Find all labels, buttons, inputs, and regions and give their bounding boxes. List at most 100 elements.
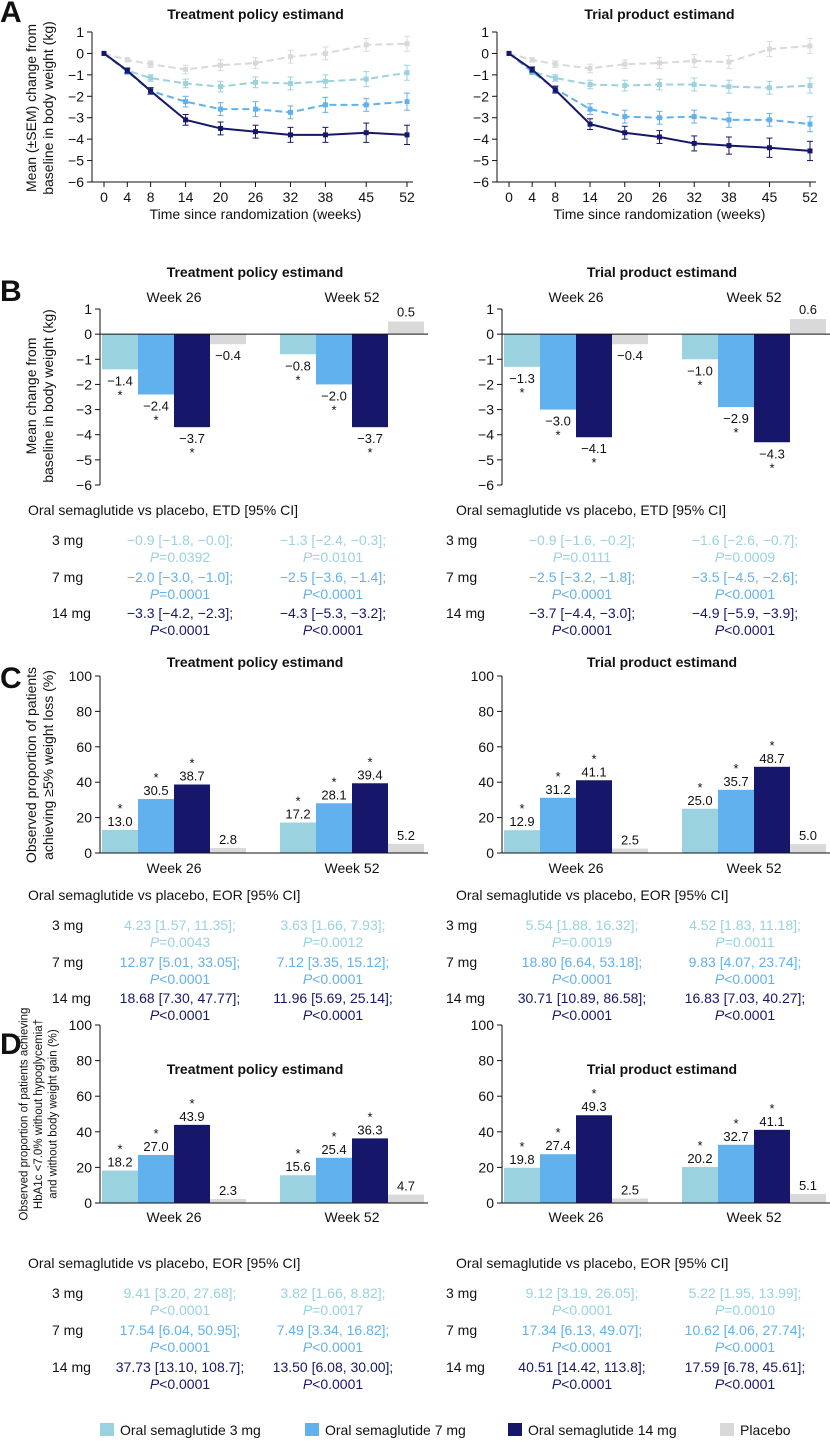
p-letter: P [303, 1302, 313, 1318]
a-trial-data-point [587, 121, 593, 127]
p-letter: P [715, 1302, 725, 1318]
a-treatment-y-tick-label: −1 [68, 67, 84, 83]
b-p-value: P<0.0001 [715, 586, 776, 602]
c-trial-value-label: 25.0 [687, 793, 712, 808]
a-trial-y-tick-label: −6 [473, 174, 489, 190]
c-p-value: P<0.0001 [150, 971, 211, 987]
b-trial-value-label: 0.6 [799, 302, 817, 317]
a-trial-data-point [657, 115, 662, 121]
c-dose-label: 7 mg [446, 954, 477, 970]
d-trial-value-label: 20.2 [687, 1151, 712, 1166]
c-p-value: P=0.0043 [150, 934, 211, 950]
a-treatment-x-tick-label: 45 [358, 189, 374, 205]
b-stats-header: Oral semaglutide vs placebo, ETD [95% CI… [28, 502, 298, 518]
c-ci-value: 18.80 [6.64, 53.18]; [522, 954, 643, 970]
c-trial-significance-star: * [591, 751, 596, 766]
b-ci-value: −3.5 [−4.5, −2.6]; [692, 569, 798, 585]
c-treatment-group-label: Week 52 [325, 860, 380, 876]
a-trial-data-point [622, 130, 628, 136]
c-trial-bar-mg14 [576, 780, 612, 853]
p-text: =0.0010 [724, 1302, 775, 1318]
d-ci-value: 3.82 [1.66, 8.82]; [280, 1285, 385, 1301]
a-trial-y-tick-label: −1 [473, 67, 489, 83]
a-trial-x-tick-label: 14 [582, 189, 598, 205]
b-ci-value: −1.6 [−2.6, −0.7]; [692, 532, 798, 548]
a-trial-data-point [657, 134, 662, 140]
c-treatment-bar-mg7 [316, 803, 352, 853]
a-treatment-data-point [363, 42, 369, 48]
a-trial-data-point [587, 65, 593, 71]
c-p-value: P=0.0019 [552, 934, 613, 950]
a-trial-x-tick-label: 4 [528, 189, 536, 205]
b-trial-y-tick-label: −6 [478, 477, 494, 493]
p-letter: P [715, 622, 725, 638]
c-treatment-y-tick-label: 80 [76, 703, 92, 719]
b-trial-value-label: −3.0 [545, 414, 571, 429]
d-treatment-significance-star: * [117, 1142, 122, 1157]
b-ci-value: −1.3 [−2.4, −0.3]; [280, 532, 386, 548]
a-trial-series-mg14 [506, 50, 813, 162]
a-y-axis-label: Mean (±SEM) change from baseline in body … [23, 21, 56, 195]
d-p-value: P<0.0001 [552, 1339, 613, 1355]
c-trial-value-label: 5.0 [799, 828, 817, 843]
b-treatment-bar-placebo [210, 334, 246, 345]
a-treatment-x-tick-label: 8 [147, 189, 155, 205]
d-p-value: P<0.0001 [552, 1302, 613, 1318]
b-trial-bar-placebo [612, 334, 648, 345]
b-dose-label: 7 mg [52, 569, 83, 585]
a-treatment-series-line-placebo [103, 42, 408, 71]
c-trial-significance-star: * [697, 780, 702, 795]
d-treatment-value-label: 43.9 [179, 1109, 204, 1124]
p-text: =0.0392 [159, 549, 210, 565]
d-ci-value: 17.54 [6.04, 50.95]; [120, 1322, 241, 1338]
c-treatment-significance-star: * [117, 801, 122, 816]
a-treatment-data-point [322, 78, 328, 84]
d-trial-y-tick-label: 20 [478, 1159, 494, 1175]
b-stats-header: Oral semaglutide vs placebo, ETD [95% CI… [456, 502, 726, 518]
b-trial-y-tick-label: −4 [478, 427, 494, 443]
d-treatment-y-tick-label: 40 [76, 1124, 92, 1140]
d-trial-value-label: 2.5 [621, 1183, 639, 1198]
c-trial-bar-mg3 [504, 830, 540, 853]
b-trial-bar-mg14 [754, 334, 790, 443]
b-trial-y-tick-label: 1 [486, 301, 494, 317]
b-treatment-significance-star: * [117, 387, 122, 402]
c-treatment-significance-star: * [153, 770, 158, 785]
b-p-value: P<0.0001 [715, 622, 776, 638]
c-ci-value: 7.12 [3.35, 15.12]; [277, 954, 390, 970]
a-trial-data-point [529, 67, 535, 72]
d-ci-value: 9.41 [3.20, 27.68]; [124, 1285, 237, 1301]
c-p-value: P<0.0001 [715, 1007, 776, 1023]
a-y-axis-label-line: baseline in body weight (kg) [40, 21, 56, 195]
b-trial-y-tick-label: 0 [486, 326, 494, 342]
b-p-value: P<0.0001 [303, 622, 364, 638]
c-treatment-bar-mg14 [352, 783, 388, 853]
b-treatment-bar-mg3 [102, 334, 138, 370]
d-trial-bar-mg3 [504, 1167, 540, 1203]
b-p-value: P<0.0001 [150, 622, 211, 638]
b-y-axis-label: Mean change from baseline in body weight … [23, 309, 56, 483]
b-treatment-bar-mg7 [138, 334, 174, 395]
a-treatment-data-point [183, 117, 189, 123]
b-treatment-group-label: Week 52 [325, 289, 380, 305]
p-letter: P [552, 971, 562, 987]
c-ci-value: 4.23 [1.57, 11.35]; [124, 917, 236, 933]
c-ci-value: 12.87 [5.01, 33.05]; [120, 954, 241, 970]
p-letter: P [552, 1302, 562, 1318]
d-dose-label: 14 mg [446, 1359, 485, 1375]
a-treatment-data-point [148, 61, 154, 67]
b-treatment-value-label: −0.4 [215, 348, 241, 363]
a-trial-series-placebo [506, 37, 813, 74]
d-trial-y-tick-label: 60 [478, 1088, 494, 1104]
b-y-axis-label-line: baseline in body weight (kg) [40, 309, 56, 483]
d-treatment-bar-mg3 [102, 1170, 138, 1203]
d-ci-value: 17.59 [6.78, 45.61]; [685, 1359, 806, 1375]
p-letter: P [553, 549, 563, 565]
b-ci-value: −4.9 [−5.9, −3.9]; [692, 605, 798, 621]
d-treatment-significance-star: * [153, 1126, 158, 1141]
a-trial-y-tick-label: −3 [473, 110, 489, 126]
c-p-value: P<0.0001 [303, 1007, 364, 1023]
a-treatment-data-point [101, 50, 107, 56]
b-trial-group-label: Week 26 [549, 289, 604, 305]
c-trial-y-tick-label: 0 [486, 845, 494, 861]
